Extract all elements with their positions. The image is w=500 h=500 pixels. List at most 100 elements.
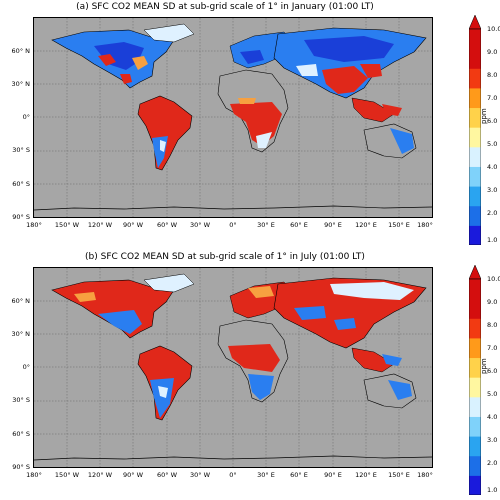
lon-label: 60° W <box>156 471 177 479</box>
colorbar-tick: 10.0 <box>487 275 500 283</box>
map-svg-january <box>34 18 432 217</box>
colorbar-segment <box>469 146 481 167</box>
colorbar-tick: 2.0 <box>487 209 498 217</box>
colorbar-tick: 3.0 <box>487 186 498 194</box>
lat-label: 30° S <box>12 396 30 404</box>
panel-title: (b) SFC CO2 MEAN SD at sub-grid scale of… <box>85 252 365 262</box>
lon-label: 150° W <box>54 221 80 229</box>
australia <box>363 123 417 159</box>
colorbar-tick: 9.0 <box>487 48 498 56</box>
antarctica-coast <box>34 205 432 211</box>
australia <box>363 373 417 409</box>
lon-label: 120° E <box>355 221 377 229</box>
colorbar-outline <box>469 278 481 495</box>
lat-label: 60° S <box>12 430 30 438</box>
colorbar-tick: 5.0 <box>487 140 498 148</box>
colorbar-tick: 8.0 <box>487 71 498 79</box>
colorbar-segment <box>469 29 481 50</box>
colorbar-segment <box>469 127 481 148</box>
lon-label: 0° <box>229 471 237 479</box>
panel-july: (b) SFC CO2 MEAN SD at sub-grid scale of… <box>0 250 500 500</box>
colorbar-tick: 7.0 <box>487 344 498 352</box>
lat-label: 90° S <box>12 213 30 221</box>
asia <box>273 27 427 99</box>
south-america <box>137 345 193 421</box>
colorbar-tick: 6.0 <box>487 117 498 125</box>
colorbar-segment <box>469 87 481 109</box>
lon-label: 180° <box>26 221 42 229</box>
colorbar-segment <box>469 357 481 378</box>
colorbar-segment <box>469 377 481 398</box>
south-america <box>137 95 193 171</box>
colorbar-tick: 1.0 <box>487 486 498 494</box>
colorbar-segment <box>469 186 481 207</box>
lon-label: 180° <box>417 221 433 229</box>
panel-january: (a) SFC CO2 MEAN SD at sub-grid scale of… <box>11 2 500 245</box>
colorbar-tick: 2.0 <box>487 459 498 467</box>
lon-label: 30° E <box>257 471 275 479</box>
map-july <box>33 267 433 468</box>
north-america <box>51 273 195 339</box>
southeast-asia <box>351 347 402 373</box>
colorbar-segment <box>469 107 481 128</box>
colorbar-tick: 8.0 <box>487 321 498 329</box>
colorbar-segment <box>469 225 481 245</box>
lon-label: 180° <box>26 471 42 479</box>
map-svg-july <box>34 268 432 467</box>
lat-label: 0° <box>22 113 30 121</box>
lat-label: 30° N <box>11 330 30 338</box>
colorbar-segment <box>469 48 481 69</box>
colorbar-segment <box>469 68 481 89</box>
lat-label: 60° S <box>12 180 30 188</box>
colorbar-tick: 9.0 <box>487 298 498 306</box>
lon-label: 150° E <box>388 471 410 479</box>
asia <box>273 277 427 349</box>
lat-label: 90° S <box>12 463 30 471</box>
colorbar-segment <box>469 337 481 359</box>
lon-label: 90° E <box>324 221 342 229</box>
africa <box>217 69 289 153</box>
colorbar-segment <box>469 436 481 457</box>
colorbar-outline <box>469 28 481 245</box>
colorbar-tick: 4.0 <box>487 163 498 171</box>
colorbar-tick: 6.0 <box>487 367 498 375</box>
lat-label: 60° N <box>11 297 30 305</box>
colorbar-segment <box>469 475 481 495</box>
colorbar-segment <box>469 318 481 339</box>
lon-label: 90° E <box>324 471 342 479</box>
colorbar-segment <box>469 455 481 476</box>
colorbar-segment <box>469 279 481 300</box>
colorbar-segment <box>469 416 481 437</box>
colorbar-tick: 5.0 <box>487 390 498 398</box>
lon-label: 60° E <box>290 221 308 229</box>
lon-label: 120° W <box>87 221 113 229</box>
lon-label: 60° E <box>290 471 308 479</box>
lon-label: 150° W <box>54 471 80 479</box>
antarctica-coast <box>34 455 432 461</box>
africa <box>217 319 289 403</box>
colorbar <box>469 15 481 245</box>
colorbar-tick: 1.0 <box>487 236 498 244</box>
map-january <box>33 17 433 218</box>
colorbar-tick: 7.0 <box>487 94 498 102</box>
colorbar-tick: 3.0 <box>487 436 498 444</box>
lat-label: 30° N <box>11 80 30 88</box>
colorbar <box>469 265 481 495</box>
panel-title: (a) SFC CO2 MEAN SD at sub-grid scale of… <box>76 2 374 12</box>
colorbar-segment <box>469 166 481 187</box>
lat-label: 60° N <box>11 47 30 55</box>
lon-label: 60° W <box>156 221 177 229</box>
lon-label: 30° W <box>189 471 210 479</box>
north-america <box>51 23 195 89</box>
lon-label: 120° E <box>355 471 377 479</box>
lon-label: 90° W <box>122 221 143 229</box>
lon-label: 180° <box>417 471 433 479</box>
colorbar-segment <box>469 298 481 319</box>
colorbar-tick: 10.0 <box>487 25 500 33</box>
colorbar-segment <box>469 396 481 417</box>
lon-label: 150° E <box>388 221 410 229</box>
colorbar-tick: 4.0 <box>487 413 498 421</box>
lon-label: 0° <box>229 221 237 229</box>
lon-label: 120° W <box>87 471 113 479</box>
lon-label: 30° W <box>189 221 210 229</box>
